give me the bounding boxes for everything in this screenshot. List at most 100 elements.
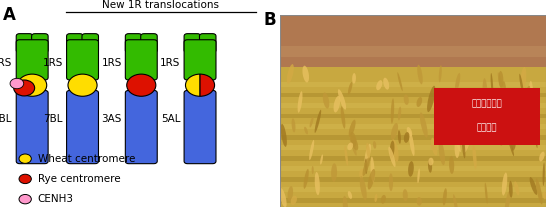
Ellipse shape — [345, 145, 348, 166]
Ellipse shape — [408, 161, 414, 177]
Text: 3AS: 3AS — [101, 114, 122, 124]
Ellipse shape — [470, 92, 477, 112]
Ellipse shape — [499, 71, 504, 88]
Ellipse shape — [428, 159, 432, 173]
FancyBboxPatch shape — [184, 40, 216, 80]
Ellipse shape — [539, 152, 545, 161]
FancyBboxPatch shape — [141, 34, 157, 53]
Ellipse shape — [302, 66, 309, 82]
Ellipse shape — [388, 147, 396, 167]
Bar — [280, 103, 546, 108]
Ellipse shape — [383, 78, 389, 90]
Ellipse shape — [502, 173, 507, 196]
Ellipse shape — [304, 127, 308, 134]
Ellipse shape — [502, 81, 506, 98]
Ellipse shape — [428, 158, 434, 166]
Wedge shape — [186, 74, 200, 96]
Bar — [280, 15, 546, 69]
Ellipse shape — [348, 120, 356, 137]
Bar — [280, 82, 546, 87]
Ellipse shape — [350, 132, 356, 147]
Ellipse shape — [362, 157, 370, 176]
Ellipse shape — [543, 192, 547, 199]
Ellipse shape — [485, 183, 488, 204]
FancyBboxPatch shape — [16, 90, 48, 164]
Bar — [280, 187, 546, 192]
Ellipse shape — [530, 115, 534, 136]
Ellipse shape — [469, 89, 473, 102]
Ellipse shape — [381, 195, 386, 204]
Circle shape — [68, 74, 97, 96]
Bar — [280, 135, 546, 140]
Circle shape — [10, 78, 24, 89]
Ellipse shape — [454, 135, 461, 152]
FancyBboxPatch shape — [434, 88, 540, 145]
Circle shape — [19, 174, 32, 184]
Ellipse shape — [431, 138, 438, 155]
Ellipse shape — [519, 74, 524, 96]
Ellipse shape — [368, 169, 375, 190]
Ellipse shape — [456, 95, 462, 103]
Ellipse shape — [404, 132, 409, 143]
Ellipse shape — [530, 177, 537, 195]
Ellipse shape — [520, 67, 526, 93]
Ellipse shape — [452, 95, 457, 119]
Ellipse shape — [291, 118, 295, 132]
FancyBboxPatch shape — [16, 40, 48, 80]
Ellipse shape — [391, 139, 399, 162]
Circle shape — [18, 74, 47, 96]
FancyBboxPatch shape — [32, 34, 48, 53]
Ellipse shape — [351, 137, 358, 150]
Ellipse shape — [360, 169, 364, 178]
Ellipse shape — [468, 133, 473, 141]
Ellipse shape — [348, 191, 352, 199]
Ellipse shape — [297, 91, 302, 113]
FancyBboxPatch shape — [199, 34, 216, 53]
Ellipse shape — [417, 65, 423, 84]
FancyBboxPatch shape — [16, 34, 33, 53]
Ellipse shape — [373, 141, 376, 149]
Bar — [280, 145, 546, 150]
Ellipse shape — [365, 144, 371, 164]
Ellipse shape — [536, 178, 542, 204]
Ellipse shape — [489, 96, 492, 120]
Text: 1BL: 1BL — [0, 114, 13, 124]
FancyBboxPatch shape — [125, 40, 157, 80]
Bar — [280, 156, 546, 161]
Ellipse shape — [455, 73, 460, 92]
Ellipse shape — [497, 72, 505, 95]
Ellipse shape — [403, 189, 408, 201]
Ellipse shape — [365, 158, 367, 174]
Ellipse shape — [280, 180, 282, 193]
Ellipse shape — [473, 145, 476, 169]
Ellipse shape — [281, 124, 287, 147]
Ellipse shape — [509, 181, 512, 198]
Ellipse shape — [497, 134, 502, 146]
Ellipse shape — [449, 156, 454, 174]
FancyBboxPatch shape — [184, 90, 216, 164]
FancyBboxPatch shape — [66, 90, 99, 164]
Ellipse shape — [352, 73, 356, 84]
Ellipse shape — [453, 194, 459, 213]
Ellipse shape — [505, 191, 511, 213]
Ellipse shape — [397, 72, 403, 91]
Ellipse shape — [291, 196, 297, 205]
Bar — [280, 124, 546, 129]
Bar — [280, 46, 546, 57]
Ellipse shape — [491, 73, 493, 96]
Ellipse shape — [371, 157, 375, 183]
Ellipse shape — [462, 139, 465, 158]
Ellipse shape — [348, 82, 352, 95]
Text: Wheat centromere: Wheat centromere — [38, 154, 135, 164]
Ellipse shape — [366, 143, 370, 158]
Ellipse shape — [521, 71, 525, 80]
Ellipse shape — [417, 197, 422, 206]
Ellipse shape — [404, 94, 409, 105]
Text: 1RS: 1RS — [43, 58, 63, 68]
FancyBboxPatch shape — [66, 40, 99, 80]
Ellipse shape — [507, 134, 514, 156]
Ellipse shape — [464, 136, 471, 153]
Ellipse shape — [420, 112, 428, 138]
Ellipse shape — [315, 110, 321, 133]
Circle shape — [19, 154, 32, 163]
